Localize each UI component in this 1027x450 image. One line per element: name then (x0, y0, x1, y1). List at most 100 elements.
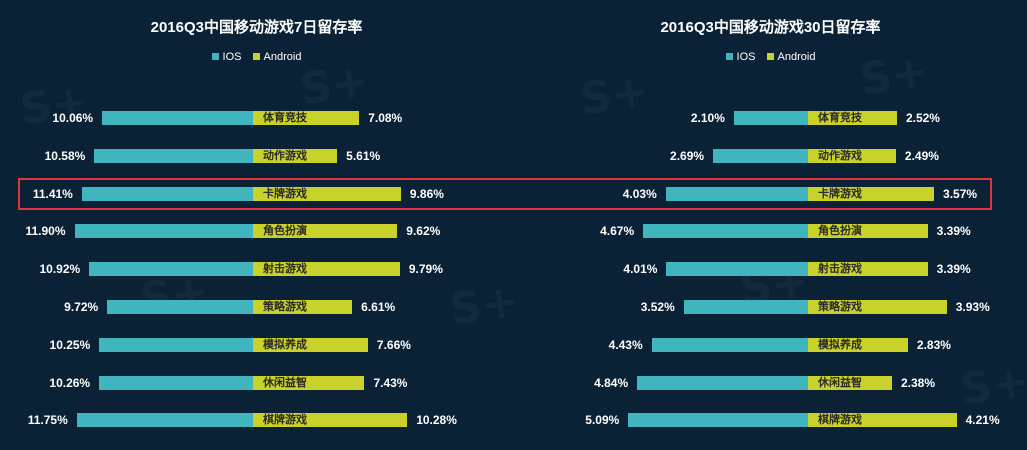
bar-android (808, 149, 896, 163)
value-label-android: 7.66% (376, 338, 411, 352)
value-label-ios: 11.75% (27, 413, 68, 427)
value-label-android: 6.61% (361, 300, 396, 314)
category-label: 卡牌游戏 (263, 188, 307, 200)
bar-android (808, 262, 928, 276)
value-label-ios: 10.26% (49, 376, 91, 390)
value-label-android: 5.61% (346, 149, 381, 163)
bar-row: 休闲益智 4.84% 2.38% (514, 376, 1027, 390)
value-label-ios: 11.90% (25, 224, 66, 238)
category-label: 棋牌游戏 (818, 414, 862, 426)
legend-swatch-ios (725, 53, 733, 60)
bar-android (253, 376, 365, 390)
category-label: 休闲益智 (263, 377, 307, 389)
bar-android (808, 224, 928, 238)
bar-ios (74, 224, 253, 238)
bar-row: 动作游戏 10.58% 5.61% (0, 149, 513, 163)
bar-ios (713, 149, 808, 163)
legend: IOS Android (0, 51, 513, 63)
bar-ios (651, 338, 808, 352)
bar-ios (89, 262, 253, 276)
category-label: 射击游戏 (818, 263, 862, 275)
value-label-android: 2.38% (901, 376, 936, 390)
bar-row: 角色扮演 4.67% 3.39% (514, 224, 1027, 238)
value-label-android: 4.21% (965, 413, 1000, 427)
value-label-ios: 4.43% (608, 338, 643, 352)
bar-android (808, 111, 897, 125)
value-label-android: 10.28% (416, 413, 457, 427)
bar-row: 模拟养成 10.25% 7.66% (0, 338, 513, 352)
highlight-box-card-games (18, 178, 992, 210)
chart-title: 2016Q3中国移动游戏7日留存率 (150, 19, 363, 36)
category-label: 体育竞技 (818, 112, 862, 124)
bar-android (808, 413, 957, 427)
value-label-android: 9.62% (406, 224, 441, 238)
bar-ios (665, 187, 808, 201)
value-label-ios: 4.01% (623, 262, 658, 276)
legend-swatch-ios (211, 53, 219, 60)
bar-row: 体育竞技 10.06% 7.08% (0, 111, 513, 125)
category-label: 模拟养成 (818, 339, 862, 351)
category-label: 射击游戏 (263, 263, 307, 275)
value-label-android: 2.52% (905, 111, 940, 125)
value-label-android: 2.49% (904, 149, 939, 163)
bar-android (253, 338, 368, 352)
value-label-android: 3.57% (943, 187, 978, 201)
bar-android (253, 262, 400, 276)
category-label: 棋牌游戏 (263, 414, 307, 426)
bar-ios (94, 149, 253, 163)
category-label: 策略游戏 (263, 301, 307, 313)
bar-row: 体育竞技 2.10% 2.52% (514, 111, 1027, 125)
legend-item-android: Android (252, 51, 301, 63)
bar-row: 卡牌游戏 11.41% 9.86% (0, 187, 513, 201)
bar-android (253, 111, 360, 125)
value-label-android: 9.79% (408, 262, 443, 276)
bar-row: 角色扮演 11.90% 9.62% (0, 224, 513, 238)
chart-7-day-retention: 2016Q3中国移动游戏7日留存率 IOS Android 体育竞技 10.06%… (0, 0, 513, 450)
value-label-ios: 4.03% (622, 187, 657, 201)
bar-ios (637, 376, 808, 390)
value-label-ios: 5.09% (585, 413, 620, 427)
category-label: 休闲益智 (818, 377, 862, 389)
category-label: 角色扮演 (818, 225, 862, 237)
value-label-ios: 10.58% (44, 149, 86, 163)
bar-android (808, 338, 908, 352)
bar-row: 休闲益智 10.26% 7.43% (0, 376, 513, 390)
category-label: 角色扮演 (263, 225, 307, 237)
bar-row: 策略游戏 3.52% 3.93% (514, 300, 1027, 314)
value-label-ios: 2.69% (670, 149, 705, 163)
bar-android (808, 187, 935, 201)
value-label-android: 3.39% (936, 224, 971, 238)
category-label: 动作游戏 (818, 150, 862, 162)
value-label-ios: 4.84% (594, 376, 629, 390)
value-label-android: 7.43% (373, 376, 408, 390)
category-label: 策略游戏 (818, 301, 862, 313)
value-label-ios: 3.52% (640, 300, 675, 314)
value-label-ios: 4.67% (600, 224, 635, 238)
bar-row: 卡牌游戏 4.03% 3.57% (514, 187, 1027, 201)
value-label-ios: 10.25% (49, 338, 91, 352)
bar-ios (666, 262, 808, 276)
category-label: 体育竞技 (263, 112, 307, 124)
bar-ios (628, 413, 808, 427)
legend-swatch-android (252, 53, 260, 60)
bar-row: 模拟养成 4.43% 2.83% (514, 338, 1027, 352)
bar-android (808, 300, 947, 314)
value-label-ios: 9.72% (64, 300, 99, 314)
bar-row: 策略游戏 9.72% 6.61% (0, 300, 513, 314)
bar-ios (99, 376, 253, 390)
bar-ios (683, 300, 808, 314)
bar-android (253, 413, 408, 427)
legend-item-ios: IOS (725, 51, 755, 63)
legend: IOS Android (514, 51, 1027, 63)
bar-android (253, 300, 353, 314)
category-label: 卡牌游戏 (818, 188, 862, 200)
value-label-android: 3.39% (936, 262, 971, 276)
bar-row: 射击游戏 10.92% 9.79% (0, 262, 513, 276)
value-label-ios: 11.41% (32, 187, 73, 201)
chart-title: 2016Q3中国移动游戏30日留存率 (660, 19, 881, 36)
bar-row: 棋牌游戏 5.09% 4.21% (514, 413, 1027, 427)
value-label-android: 2.83% (916, 338, 951, 352)
bar-android (253, 224, 398, 238)
category-label: 动作游戏 (263, 150, 307, 162)
bar-row: 射击游戏 4.01% 3.39% (514, 262, 1027, 276)
